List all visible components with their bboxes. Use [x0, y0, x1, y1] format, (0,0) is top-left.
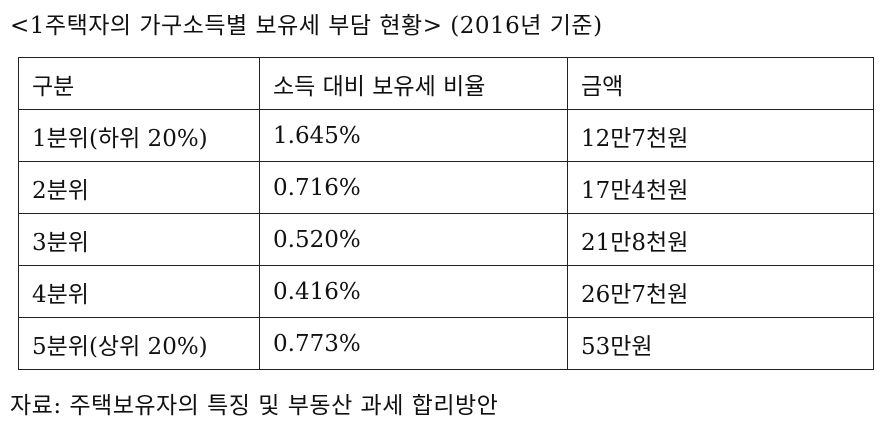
row: 3분위 0.520% 21만8천원 — [18, 213, 874, 266]
row: 2분위 0.716% 17만4천원 — [18, 161, 874, 214]
row-cell: 1분위(하위 20%) — [18, 109, 260, 162]
row-cell: 0.416% — [259, 265, 568, 318]
row: 4분위 0.416% 26만7천원 — [18, 265, 874, 318]
row-cell: 21만8천원 — [567, 213, 874, 266]
header-row: 구분 소득 대비 보유세 비율 금액 — [18, 57, 874, 110]
row-cell: 26만7천원 — [567, 265, 874, 318]
header-row-cell: 소득 대비 보유세 비율 — [259, 57, 568, 110]
row-cell: 0.716% — [259, 161, 568, 214]
source-note: 자료: 주택보유자의 특징 및 부동산 과세 합리방안 — [10, 393, 499, 419]
row-cell: 12만7천원 — [567, 109, 874, 162]
table-body: 구분 소득 대비 보유세 비율 금액 1분위(하위 20%) 1.645% 12만7천원 2… — [18, 57, 874, 370]
row-cell: 0.773% — [259, 317, 568, 370]
header-row-cell: 금액 — [567, 57, 874, 110]
row-cell: 3분위 — [18, 213, 260, 266]
row-cell: 2분위 — [18, 161, 260, 214]
row-cell: 0.520% — [259, 213, 568, 266]
row-cell: 5분위(상위 20%) — [18, 317, 260, 370]
row-cell: 4분위 — [18, 265, 260, 318]
row-cell: 53만원 — [567, 317, 874, 370]
title: <1주택자의 가구소득별 보유세 부담 현황> (2016년 기준) — [10, 13, 603, 39]
row: 1분위(하위 20%) 1.645% 12만7천원 — [18, 109, 874, 162]
header-row-cell: 구분 — [18, 57, 260, 110]
data-table: 구분 소득 대비 보유세 비율 금액 1분위(하위 20%) 1.645% 12만7천원 2… — [18, 57, 874, 370]
row-cell: 17만4천원 — [567, 161, 874, 214]
row: 5분위(상위 20%) 0.773% 53만원 — [18, 317, 874, 370]
row-cell: 1.645% — [259, 109, 568, 162]
